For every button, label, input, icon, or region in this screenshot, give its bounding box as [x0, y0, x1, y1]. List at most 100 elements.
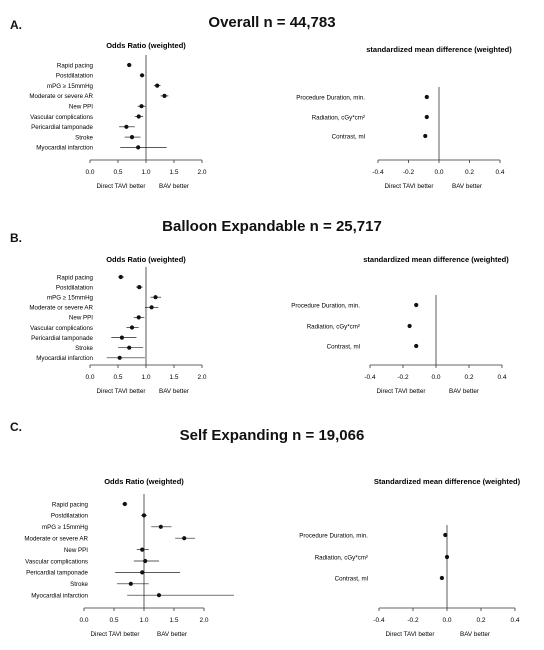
- left-note: Direct TAVI better: [97, 388, 146, 395]
- row-label: New PPI: [69, 315, 93, 322]
- row-label: Postdilatation: [56, 73, 94, 80]
- panel-b: B. Balloon Expandable n = 25,717 Odds Ra…: [0, 205, 544, 425]
- row-label: Rapid pacing: [52, 501, 89, 508]
- point-estimate: [143, 558, 148, 564]
- point-estimate: [136, 114, 141, 119]
- point-estimate: [153, 295, 158, 300]
- point-estimate: [127, 62, 132, 68]
- plot-title: standardized mean difference (weighted): [363, 255, 509, 264]
- point-estimate: [444, 554, 450, 560]
- odds-ratio-plot: Odds Ratio (weighted) 0.0 0.5 1.0 1.5 2.0 Dire…: [24, 477, 234, 638]
- row-label: Myocardial infarction: [36, 145, 93, 152]
- panel-title: Balloon Expandable n = 25,717: [162, 218, 382, 235]
- panel-title: Self Expanding n = 19,066: [179, 427, 365, 444]
- plot-title: Odds Ratio (weighted): [104, 477, 184, 486]
- plot-title: standardized mean difference (weighted): [366, 45, 512, 54]
- point-estimate: [414, 302, 419, 308]
- plot-title: Standardized mean difference (weighted): [374, 477, 521, 486]
- x-tick-label: 1.5: [169, 169, 178, 176]
- right-note: BAV better: [157, 631, 187, 638]
- left-note: Direct TAVI better: [97, 183, 146, 190]
- row-label: Stroke: [75, 345, 93, 352]
- row-label: Postdilatation: [56, 284, 94, 291]
- plot-title: Odds Ratio (weighted): [106, 255, 186, 264]
- point-estimate: [136, 145, 141, 150]
- odds-ratio-plot: Odds Ratio (weighted) 0.0 0.5 1.0 1.5 2.0 Dire…: [29, 41, 207, 190]
- row-label: Rapid pacing: [57, 62, 94, 69]
- x-tick-label: 2.0: [199, 617, 208, 624]
- x-tick-label: 0.2: [476, 617, 485, 624]
- row-label: Rapid pacing: [57, 274, 94, 281]
- x-tick-label: -0.2: [403, 169, 415, 176]
- x-tick-label: -0.2: [397, 374, 409, 381]
- left-note: Direct TAVI better: [377, 388, 426, 395]
- row-label: Vascular complications: [25, 558, 88, 565]
- point-estimate: [423, 133, 428, 139]
- left-note: Direct TAVI better: [385, 183, 434, 190]
- point-estimate: [119, 335, 125, 340]
- row-label: Radiation, cGy*cm²: [307, 323, 360, 330]
- x-tick-label: 0.0: [79, 617, 88, 624]
- panel-letter: C.: [10, 420, 22, 434]
- x-tick-label: 0.5: [113, 374, 122, 381]
- x-tick-label: 0.4: [497, 374, 506, 381]
- row-label: New PPI: [64, 547, 88, 554]
- point-estimate: [414, 343, 419, 349]
- point-estimate: [141, 513, 147, 518]
- row-label: Contrast, ml: [327, 343, 360, 350]
- x-tick-label: 0.2: [464, 374, 473, 381]
- left-note: Direct TAVI better: [386, 631, 435, 638]
- row-label: Vascular complications: [30, 114, 93, 121]
- row-label: mPG ≥ 15mmHg: [47, 295, 94, 302]
- x-tick-label: -0.2: [407, 617, 419, 624]
- point-estimate: [118, 274, 123, 280]
- row-label: Moderate or severe AR: [29, 93, 93, 100]
- point-estimate: [127, 345, 132, 350]
- row-label: Procedure Duration, min.: [299, 532, 368, 539]
- point-estimate: [424, 114, 429, 120]
- row-label: Pericardial tamponade: [31, 124, 93, 131]
- x-tick-label: 0.4: [510, 617, 519, 624]
- x-tick-label: 0.0: [85, 169, 94, 176]
- right-note: BAV better: [159, 388, 189, 395]
- row-label: Myocardial infarction: [36, 355, 93, 362]
- panel-letter: A.: [10, 18, 22, 32]
- row-label: Stroke: [70, 581, 88, 588]
- point-estimate: [128, 581, 133, 586]
- x-tick-label: 0.0: [434, 169, 443, 176]
- row-label: Procedure Duration, min.: [291, 302, 360, 309]
- x-tick-label: -0.4: [364, 374, 376, 381]
- right-note: BAV better: [449, 388, 479, 395]
- point-estimate: [140, 570, 145, 575]
- x-tick-label: 1.0: [139, 617, 148, 624]
- point-estimate: [182, 536, 187, 541]
- right-note: BAV better: [460, 631, 490, 638]
- point-estimate: [155, 83, 160, 88]
- row-label: mPG ≥ 15mmHg: [42, 524, 89, 531]
- smd-plot: standardized mean difference (weighted) -…: [296, 45, 512, 190]
- panel-title: Overall n = 44,783: [208, 14, 336, 31]
- point-estimate: [158, 524, 163, 529]
- row-label: Contrast, ml: [332, 133, 365, 140]
- x-tick-label: 0.2: [465, 169, 474, 176]
- x-tick-label: -0.4: [372, 169, 384, 176]
- point-estimate: [407, 323, 412, 329]
- panel-letter: B.: [10, 231, 22, 245]
- row-label: Myocardial infarction: [31, 593, 88, 600]
- row-label: Vascular complications: [30, 325, 93, 332]
- row-label: Postdilatation: [51, 513, 89, 520]
- point-estimate: [136, 315, 141, 320]
- point-estimate: [156, 593, 162, 598]
- smd-plot: Standardized mean difference (weighted) -…: [299, 477, 521, 638]
- row-label: Radiation, cGy*cm²: [312, 114, 365, 121]
- x-tick-label: 1.5: [169, 617, 178, 624]
- point-estimate: [424, 94, 429, 100]
- row-label: Pericardial tamponade: [31, 335, 93, 342]
- x-tick-label: 0.0: [431, 374, 440, 381]
- x-tick-label: 0.0: [442, 617, 451, 624]
- row-label: Stroke: [75, 134, 93, 141]
- point-estimate: [129, 325, 135, 330]
- x-tick-label: 0.5: [109, 617, 118, 624]
- x-tick-label: 1.0: [141, 374, 150, 381]
